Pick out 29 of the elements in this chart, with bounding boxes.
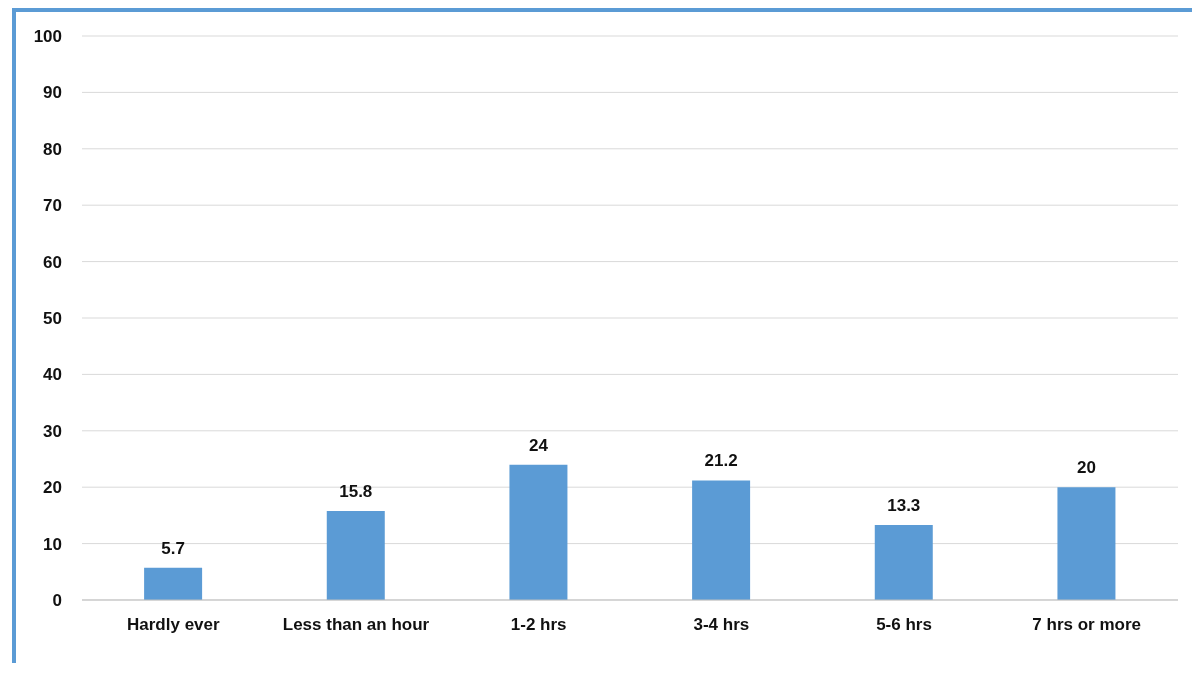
bar xyxy=(874,524,933,600)
y-tick-label: 90 xyxy=(43,83,62,103)
y-tick-label: 100 xyxy=(33,27,62,47)
bar xyxy=(509,464,568,600)
data-label: 21.2 xyxy=(704,451,738,471)
data-label: 20 xyxy=(1076,458,1096,478)
x-tick-label: 3-4 hrs xyxy=(693,615,750,635)
data-label: 13.3 xyxy=(887,495,921,515)
y-tick-label: 0 xyxy=(52,591,62,611)
x-tick-label: Less than an hour xyxy=(282,615,430,635)
x-tick-label: 7 hrs or more xyxy=(1032,615,1141,635)
data-label: 5.7 xyxy=(161,538,185,558)
data-label: 15.8 xyxy=(339,481,373,501)
y-tick-label: 70 xyxy=(43,196,62,216)
bar xyxy=(1057,487,1116,600)
bar xyxy=(144,567,203,600)
bar xyxy=(692,480,751,600)
y-tick-label: 20 xyxy=(43,478,62,498)
y-tick-label: 80 xyxy=(43,139,62,159)
data-label: 24 xyxy=(528,435,549,455)
x-tick-label: 5-6 hrs xyxy=(876,615,932,635)
y-tick-label: 50 xyxy=(43,309,62,329)
y-tick-label: 40 xyxy=(43,365,62,385)
x-tick-label: 1-2 hrs xyxy=(510,615,567,635)
x-tick-label: Hardly ever xyxy=(127,615,221,635)
y-tick-label: 60 xyxy=(43,252,62,272)
y-tick-label: 10 xyxy=(43,534,62,554)
bar xyxy=(326,510,385,600)
y-tick-label: 30 xyxy=(43,421,62,441)
